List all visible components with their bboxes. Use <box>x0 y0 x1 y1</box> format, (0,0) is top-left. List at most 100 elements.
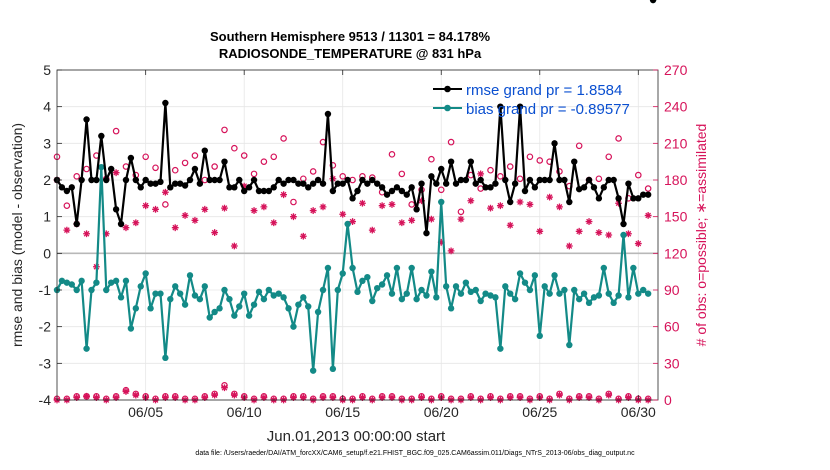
rmse-point <box>393 184 401 191</box>
rmse-point <box>211 176 218 184</box>
obs-assimilated-point <box>634 240 642 247</box>
bias-point <box>68 281 75 288</box>
y-tick-label-left: 4 <box>43 99 51 115</box>
obs-assimilated-point <box>290 213 297 221</box>
rmse-point <box>216 176 223 184</box>
rmse-point <box>630 195 637 202</box>
obs-possible-point <box>536 157 544 164</box>
obs-possible-point <box>152 164 159 172</box>
rmse-point <box>231 184 238 191</box>
obs-assimilated-point <box>477 170 485 178</box>
bias-point <box>236 303 243 310</box>
obs-assimilated-point <box>585 218 593 225</box>
obs-possible-point <box>447 138 455 146</box>
bias-point <box>408 264 415 272</box>
obs-assimilated-point <box>122 224 130 232</box>
obs-assimilated-low-point <box>122 388 130 395</box>
y-axis-left: -4 -3 -2 -1 0 1 2 3 4 5 <box>39 62 62 408</box>
rmse-point <box>383 191 391 198</box>
rmse-point <box>442 180 450 187</box>
obs-possible-point <box>181 159 189 167</box>
bias-point <box>309 367 317 374</box>
bias-point <box>285 305 292 312</box>
rmse-point <box>181 182 189 189</box>
y-tick-label-right: 90 <box>664 282 680 298</box>
obs-assimilated-point <box>526 201 534 208</box>
obs-assimilated-point <box>132 219 140 227</box>
bias-point <box>196 295 204 303</box>
rmse-point <box>245 184 253 191</box>
obs-assimilated-point <box>319 203 327 211</box>
bias-point <box>211 308 218 316</box>
rmse-point <box>364 180 371 187</box>
rmse-point <box>157 178 164 186</box>
obs-assimilated-low-point <box>319 394 327 401</box>
obs-possible-point <box>260 158 268 165</box>
obs-possible-point <box>398 170 406 178</box>
bias-point <box>265 286 273 294</box>
obs-possible-point <box>644 185 652 192</box>
bias-point <box>625 294 632 301</box>
obs-possible-point <box>605 153 613 161</box>
obs-possible-point <box>516 175 524 183</box>
bias-point <box>132 305 140 312</box>
obs-possible-point <box>388 151 396 158</box>
bias-point <box>447 305 455 312</box>
rmse-point <box>250 176 258 184</box>
rmse-point <box>73 220 80 228</box>
bias-point <box>378 281 386 288</box>
rmse-point <box>132 176 140 184</box>
rmse-point <box>507 198 514 206</box>
obs-assimilated-low-point <box>487 394 494 401</box>
obs-assimilated-low-point <box>260 394 268 401</box>
bias-point <box>349 264 356 272</box>
obs-assimilated-point <box>565 242 573 250</box>
bias-point <box>295 301 302 308</box>
obs-assimilated-point <box>112 169 120 177</box>
x-tick-label: 06/15 <box>325 404 360 420</box>
obs-assimilated-point <box>181 212 189 219</box>
obs-possible-point <box>428 155 435 163</box>
x-tick-label: 06/10 <box>227 404 262 420</box>
y-tick-label-right: 180 <box>664 172 688 188</box>
bias-point <box>300 294 307 301</box>
obs-possible-point <box>290 198 297 206</box>
bias-point <box>516 270 524 277</box>
obs-possible-point <box>142 153 149 161</box>
y-axis-label-right: # of obs: o=possible; ∗=assimilated <box>693 124 709 347</box>
obs-assimilated-low-point <box>73 394 81 401</box>
obs-possible-point <box>73 173 81 180</box>
x-axis: 06/05 06/10 06/15 06/20 06/25 06/30 <box>128 70 656 420</box>
bias-point <box>201 283 208 290</box>
rmse-point <box>492 180 499 187</box>
obs-assimilated-low-point <box>93 394 100 401</box>
obs-assimilated-point <box>378 202 386 210</box>
obs-assimilated-point <box>487 204 494 212</box>
rmse-point <box>260 187 268 195</box>
bias-point <box>162 354 169 362</box>
bias-point <box>152 290 159 297</box>
bias-point <box>112 277 120 285</box>
bias-point <box>585 299 593 307</box>
bias-point <box>531 272 539 279</box>
bias-point <box>63 279 71 286</box>
x-axis-label: Jun.01,2013 00:00:00 start <box>267 428 446 445</box>
bias-point <box>137 283 144 290</box>
data-file-footer: data file: /Users/raeder/DAI/ATM_forcXX/… <box>195 450 635 457</box>
obs-assimilated-low-point <box>161 394 169 401</box>
obs-assimilated-low-point <box>201 394 209 401</box>
y-tick-label-left: -4 <box>39 392 52 408</box>
obs-assimilated-low-point <box>83 392 90 400</box>
bias-point <box>442 283 450 290</box>
bias-point <box>561 286 568 294</box>
obs-assimilated-point <box>506 221 514 229</box>
obs-possible-point <box>339 173 347 180</box>
bias-point <box>383 272 391 279</box>
y-axis-right: 0 30 60 90 120 150 180 210 240 270 <box>653 62 688 408</box>
obs-assimilated-low-point <box>221 384 228 392</box>
obs-assimilated-low-point <box>418 394 425 401</box>
bias-point <box>477 297 484 305</box>
bias-point <box>571 286 578 294</box>
rmse-point <box>314 176 322 184</box>
bias-point <box>472 286 479 294</box>
